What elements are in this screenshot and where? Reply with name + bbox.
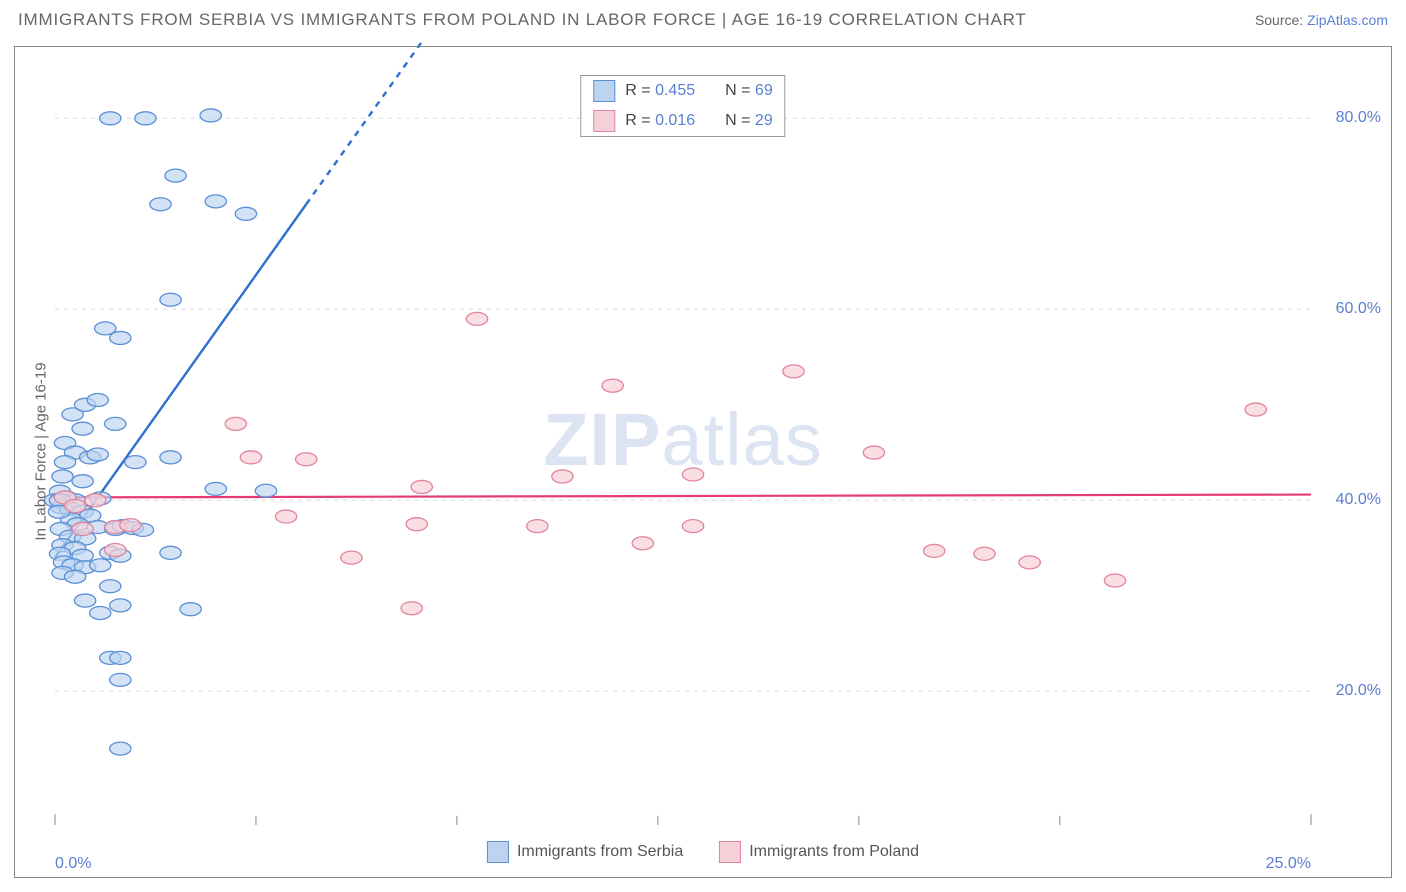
series-legend: Immigrants from Serbia Immigrants from Po… xyxy=(487,841,919,863)
data-point xyxy=(52,470,73,483)
data-point xyxy=(296,453,317,466)
data-point xyxy=(160,546,181,559)
y-tick-label: 40.0% xyxy=(1336,491,1381,509)
data-point xyxy=(87,394,108,407)
legend-item: Immigrants from Poland xyxy=(719,841,919,863)
data-point xyxy=(682,520,703,533)
stats-legend: R = 0.455N = 69R = 0.016N = 29 xyxy=(580,75,785,137)
data-point xyxy=(165,169,186,182)
data-point xyxy=(72,422,93,435)
data-point xyxy=(150,198,171,211)
data-point xyxy=(110,651,131,664)
y-tick-label: 20.0% xyxy=(1336,682,1381,700)
data-point xyxy=(110,331,131,344)
data-point xyxy=(160,451,181,464)
data-point xyxy=(90,559,111,572)
data-point xyxy=(125,456,146,469)
data-point xyxy=(552,470,573,483)
data-point xyxy=(160,293,181,306)
y-tick-label: 80.0% xyxy=(1336,109,1381,127)
data-point xyxy=(85,494,106,507)
legend-swatch xyxy=(487,841,509,863)
data-point xyxy=(527,520,548,533)
data-point xyxy=(235,207,256,220)
data-point xyxy=(1104,574,1125,587)
data-point xyxy=(275,510,296,523)
data-point xyxy=(205,195,226,208)
data-point xyxy=(120,519,141,532)
data-point xyxy=(135,112,156,125)
data-point xyxy=(110,599,131,612)
stats-legend-row: R = 0.455N = 69 xyxy=(581,76,784,106)
data-point xyxy=(54,456,75,469)
data-point xyxy=(225,417,246,430)
source-link[interactable]: ZipAtlas.com xyxy=(1307,12,1388,28)
data-point xyxy=(180,603,201,616)
data-point xyxy=(240,451,261,464)
data-point xyxy=(255,484,276,497)
legend-label: Immigrants from Serbia xyxy=(517,843,683,861)
data-point xyxy=(74,594,95,607)
data-point xyxy=(602,379,623,392)
data-point xyxy=(87,448,108,461)
data-point xyxy=(466,312,487,325)
legend-item: Immigrants from Serbia xyxy=(487,841,683,863)
data-point xyxy=(406,518,427,531)
data-point xyxy=(100,580,121,593)
data-point xyxy=(1019,556,1040,569)
data-point xyxy=(64,500,85,513)
data-point xyxy=(105,543,126,556)
legend-label: Immigrants from Poland xyxy=(749,843,919,861)
data-point xyxy=(632,537,653,550)
data-point xyxy=(341,551,362,564)
data-point xyxy=(783,365,804,378)
data-point xyxy=(205,482,226,495)
x-tick-label: 0.0% xyxy=(55,855,91,873)
legend-swatch xyxy=(593,110,615,132)
data-point xyxy=(90,606,111,619)
plot-area: ZIPatlas In Labor Force | Age 16-19 R = … xyxy=(55,61,1311,825)
data-point xyxy=(110,742,131,755)
legend-swatch xyxy=(593,80,615,102)
data-point xyxy=(100,112,121,125)
chart-frame: ZIPatlas In Labor Force | Age 16-19 R = … xyxy=(14,46,1392,878)
data-point xyxy=(200,109,221,122)
data-point xyxy=(1245,403,1266,416)
legend-swatch xyxy=(719,841,741,863)
data-point xyxy=(682,468,703,481)
stats-legend-row: R = 0.016N = 29 xyxy=(581,106,784,136)
data-point xyxy=(863,446,884,459)
chart-header: IMMIGRANTS FROM SERBIA VS IMMIGRANTS FRO… xyxy=(0,0,1406,32)
data-point xyxy=(924,544,945,557)
data-point xyxy=(105,417,126,430)
data-point xyxy=(401,602,422,615)
scatter-svg xyxy=(55,61,1311,825)
chart-title: IMMIGRANTS FROM SERBIA VS IMMIGRANTS FRO… xyxy=(18,10,1027,30)
data-point xyxy=(72,522,93,535)
data-point xyxy=(64,570,85,583)
x-tick-label: 25.0% xyxy=(1266,855,1311,873)
data-point xyxy=(974,547,995,560)
y-tick-label: 60.0% xyxy=(1336,300,1381,318)
data-point xyxy=(411,480,432,493)
source-attribution: Source: ZipAtlas.com xyxy=(1255,12,1388,28)
data-point xyxy=(72,475,93,488)
y-axis-label: In Labor Force | Age 16-19 xyxy=(33,362,50,540)
data-point xyxy=(110,673,131,686)
